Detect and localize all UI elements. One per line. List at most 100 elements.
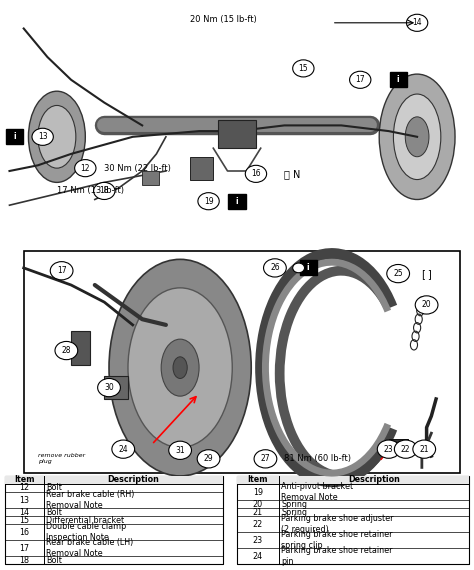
Text: i: i [13, 132, 16, 141]
Text: i: i [236, 197, 238, 206]
Bar [389, 439, 408, 450]
Text: Bolt: Bolt [46, 483, 62, 492]
Ellipse shape [413, 440, 436, 458]
Text: 14: 14 [19, 508, 29, 516]
Ellipse shape [254, 450, 277, 468]
Bar [142, 171, 159, 185]
Text: Parking brake shoe adjuster
(2 required): Parking brake shoe adjuster (2 required) [281, 514, 394, 534]
Ellipse shape [377, 440, 400, 458]
Text: Double cable clamp
Inspection Note: Double cable clamp Inspection Note [46, 522, 127, 542]
Text: 19: 19 [253, 487, 263, 496]
Text: 12: 12 [81, 164, 90, 173]
Text: 20 Nm (15 lb-ft): 20 Nm (15 lb-ft) [190, 15, 256, 25]
Ellipse shape [405, 117, 429, 157]
Text: 30: 30 [104, 383, 114, 392]
Bar [5, 6, 469, 245]
Text: 21: 21 [253, 508, 263, 516]
Bar [237, 476, 469, 484]
Text: i: i [397, 75, 400, 84]
Text: 24: 24 [118, 445, 128, 454]
Bar [218, 120, 256, 148]
Text: 22: 22 [401, 445, 410, 454]
Text: 18: 18 [100, 186, 109, 196]
Bar [6, 129, 23, 144]
Ellipse shape [128, 288, 232, 447]
Ellipse shape [94, 182, 115, 200]
Text: Spring: Spring [281, 499, 307, 508]
Ellipse shape [292, 60, 314, 77]
Ellipse shape [379, 74, 455, 200]
Text: 25: 25 [393, 269, 403, 278]
Text: 14: 14 [412, 18, 422, 27]
Text: [ ]: [ ] [422, 268, 432, 279]
Ellipse shape [28, 91, 85, 182]
Text: 16: 16 [19, 528, 29, 537]
Text: 18: 18 [19, 556, 29, 565]
Ellipse shape [169, 441, 191, 459]
Text: Ⓢ N: Ⓢ N [284, 169, 301, 179]
Ellipse shape [406, 14, 428, 31]
Bar [228, 194, 246, 209]
Bar [190, 157, 213, 180]
Text: 28: 28 [62, 346, 71, 355]
Text: Parking brake shoe retainer
spring clip: Parking brake shoe retainer spring clip [281, 530, 392, 550]
Ellipse shape [393, 94, 441, 180]
Text: Description: Description [348, 475, 400, 484]
Ellipse shape [173, 357, 187, 378]
Bar [5, 476, 223, 564]
Ellipse shape [112, 440, 135, 458]
Bar [237, 476, 469, 564]
Text: Anti-pivot bracket
Removal Note: Anti-pivot bracket Removal Note [281, 482, 353, 502]
Text: Spring: Spring [281, 508, 307, 516]
Text: Description: Description [108, 475, 159, 484]
Bar [390, 72, 407, 87]
Ellipse shape [109, 259, 251, 476]
Text: 17: 17 [356, 75, 365, 84]
Text: Bolt: Bolt [46, 556, 62, 565]
Text: i: i [307, 263, 310, 272]
Text: 20: 20 [422, 300, 431, 310]
Text: Rear brake cable (RH)
Removal Note: Rear brake cable (RH) Removal Note [46, 490, 135, 510]
Text: 12: 12 [19, 483, 29, 492]
Text: 23: 23 [253, 536, 263, 545]
Text: 26: 26 [270, 263, 280, 272]
Ellipse shape [198, 193, 219, 210]
Ellipse shape [415, 296, 438, 314]
Ellipse shape [38, 105, 76, 168]
Ellipse shape [349, 71, 371, 88]
Ellipse shape [75, 160, 96, 177]
Ellipse shape [32, 128, 53, 145]
Text: remove rubber
plug: remove rubber plug [38, 454, 85, 464]
Bar [104, 376, 128, 399]
Text: Rear brake cable (LH)
Removal Note: Rear brake cable (LH) Removal Note [46, 538, 134, 558]
Text: 13: 13 [38, 132, 47, 141]
Text: 17: 17 [19, 544, 29, 553]
Text: 16: 16 [251, 169, 261, 178]
Bar [71, 331, 90, 365]
Text: Item: Item [247, 475, 268, 484]
Text: 20: 20 [253, 499, 263, 508]
Ellipse shape [292, 263, 304, 273]
Ellipse shape [161, 339, 199, 396]
Ellipse shape [197, 450, 220, 468]
Text: Differential bracket: Differential bracket [46, 516, 125, 524]
Ellipse shape [264, 259, 286, 277]
Ellipse shape [387, 264, 410, 283]
Bar [24, 251, 460, 473]
Text: 15: 15 [19, 516, 29, 524]
Bar [300, 260, 317, 275]
Text: 81 Nm (60 lb-ft): 81 Nm (60 lb-ft) [284, 454, 351, 463]
Ellipse shape [394, 440, 417, 458]
Text: Item: Item [14, 475, 35, 484]
Text: 21: 21 [419, 445, 429, 454]
Text: Parking brake shoe retainer
pin: Parking brake shoe retainer pin [281, 546, 392, 567]
Text: 22: 22 [253, 520, 263, 528]
Text: 15: 15 [299, 64, 308, 73]
Ellipse shape [98, 378, 120, 397]
Text: 27: 27 [261, 454, 270, 463]
Text: 30 Nm (22 lb-ft): 30 Nm (22 lb-ft) [104, 164, 171, 173]
Ellipse shape [246, 165, 266, 182]
Text: 17 Nm (13 lb-ft): 17 Nm (13 lb-ft) [57, 186, 124, 196]
Text: 24: 24 [253, 552, 263, 561]
Text: 19: 19 [204, 197, 213, 206]
